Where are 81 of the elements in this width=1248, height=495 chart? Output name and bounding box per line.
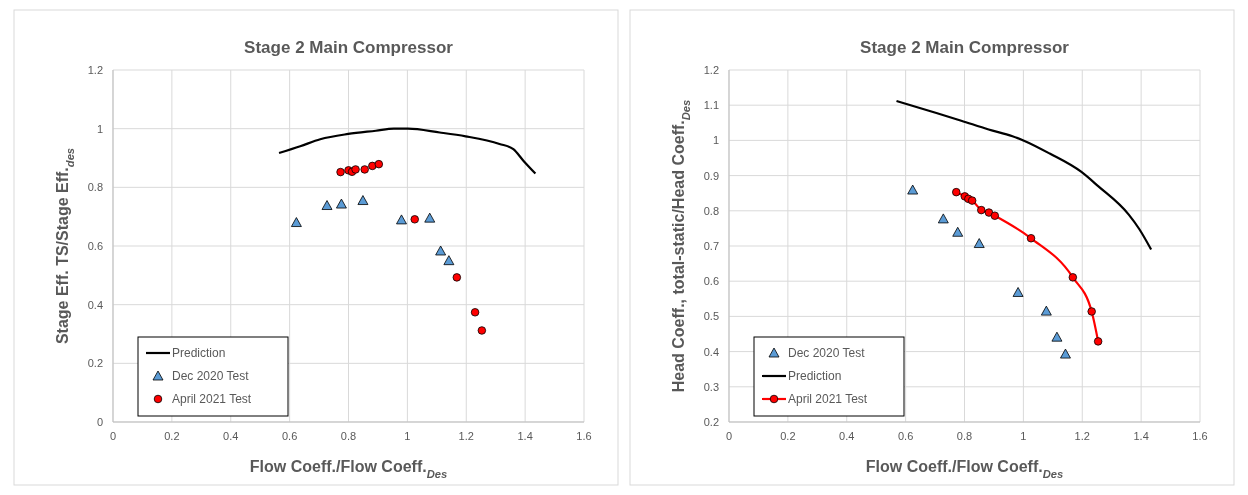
- y-tick-label: 0.8: [703, 204, 719, 217]
- x-axis-title: Flow Coeff./Flow Coeff.$_{Des}$: [249, 458, 448, 480]
- point: [1051, 331, 1063, 342]
- y-tick-label: 0.5: [703, 310, 719, 323]
- point: [1060, 348, 1071, 359]
- x-tick-label: 1.2: [1074, 430, 1090, 442]
- point: [396, 214, 407, 225]
- point: [435, 245, 447, 256]
- x-tick-label: 1.6: [1192, 430, 1208, 442]
- x-tick-label: 0.4: [839, 430, 855, 442]
- y-tick-label: 0.3: [703, 380, 719, 393]
- y-tick-label: 1.2: [87, 64, 103, 76]
- point: [967, 196, 977, 205]
- y-tick-label: 0.6: [703, 275, 719, 288]
- point: [952, 226, 964, 237]
- y-tick-label: 1: [96, 122, 103, 135]
- point: [443, 255, 455, 266]
- legend-label: Prediction: [172, 346, 226, 360]
- y-tick-label: 0.9: [703, 169, 719, 182]
- x-tick-label: 0.6: [281, 430, 298, 442]
- y-tick-label: 0.6: [87, 240, 103, 252]
- x-tick-label: 0: [109, 430, 117, 442]
- y-tick-label: 1.2: [703, 64, 719, 76]
- legend-label: April 2021 Test: [788, 392, 868, 406]
- y-tick-label: 1: [712, 134, 719, 147]
- y-tick-label: 0.4: [87, 298, 103, 311]
- point: [351, 165, 360, 174]
- y-tick-label: 0.8: [87, 181, 103, 194]
- y-tick-label: 0: [96, 416, 103, 428]
- point: [990, 211, 1000, 220]
- point: [424, 212, 436, 223]
- line-series: [895, 99, 1153, 251]
- point: [477, 326, 487, 335]
- point: [937, 213, 949, 224]
- point: [291, 217, 302, 227]
- point: [973, 238, 985, 248]
- point: [1040, 305, 1052, 316]
- x-tick-label: 1: [1020, 430, 1027, 442]
- x-tick-label: 0.2: [780, 430, 796, 442]
- x-tick-label: 0.2: [164, 430, 180, 442]
- x-axis-title: Flow Coeff./Flow Coeff.$_{Des}$: [865, 458, 1064, 480]
- x-tick-label: 1.2: [458, 430, 474, 442]
- x-tick-label: 0.6: [897, 430, 914, 442]
- y-tick-label: 0.7: [703, 240, 719, 252]
- x-tick-label: 1.4: [517, 430, 533, 442]
- y-tick-label: 0.2: [703, 416, 719, 428]
- y-tick-label: 0.2: [87, 357, 103, 370]
- x-tick-label: 0.8: [340, 430, 357, 442]
- point: [374, 159, 384, 169]
- legend-label: April 2021 Test: [172, 392, 252, 406]
- point: [977, 205, 986, 215]
- point: [452, 273, 462, 282]
- point: [1068, 273, 1078, 282]
- legend-label: Prediction: [788, 369, 842, 383]
- x-tick-label: 1: [404, 430, 411, 442]
- x-tick-label: 1.6: [576, 430, 592, 442]
- point: [368, 161, 377, 171]
- point: [321, 200, 333, 210]
- point: [907, 184, 919, 195]
- point: [357, 195, 369, 205]
- point: [1087, 307, 1096, 316]
- point: [336, 198, 347, 209]
- x-tick-label: 0: [725, 430, 733, 442]
- point: [360, 165, 369, 174]
- x-tick-label: 1.4: [1133, 430, 1149, 442]
- line-series: [277, 127, 537, 175]
- x-tick-label: 0.4: [223, 430, 239, 442]
- point: [470, 308, 480, 317]
- chart-title: Stage 2 Main Compressor: [860, 38, 1070, 57]
- legend-label: Dec 2020 Test: [788, 346, 866, 360]
- x-tick-label: 0.8: [956, 430, 973, 442]
- point: [1012, 287, 1024, 297]
- point: [952, 187, 961, 197]
- point: [1026, 234, 1036, 243]
- y-tick-label: 1.1: [703, 99, 719, 112]
- point: [410, 215, 419, 224]
- point: [336, 167, 345, 177]
- point: [1093, 337, 1103, 346]
- y-tick-label: 0.4: [703, 345, 719, 358]
- chart-title: Stage 2 Main Compressor: [244, 38, 454, 57]
- legend-label: Dec 2020 Test: [172, 369, 250, 383]
